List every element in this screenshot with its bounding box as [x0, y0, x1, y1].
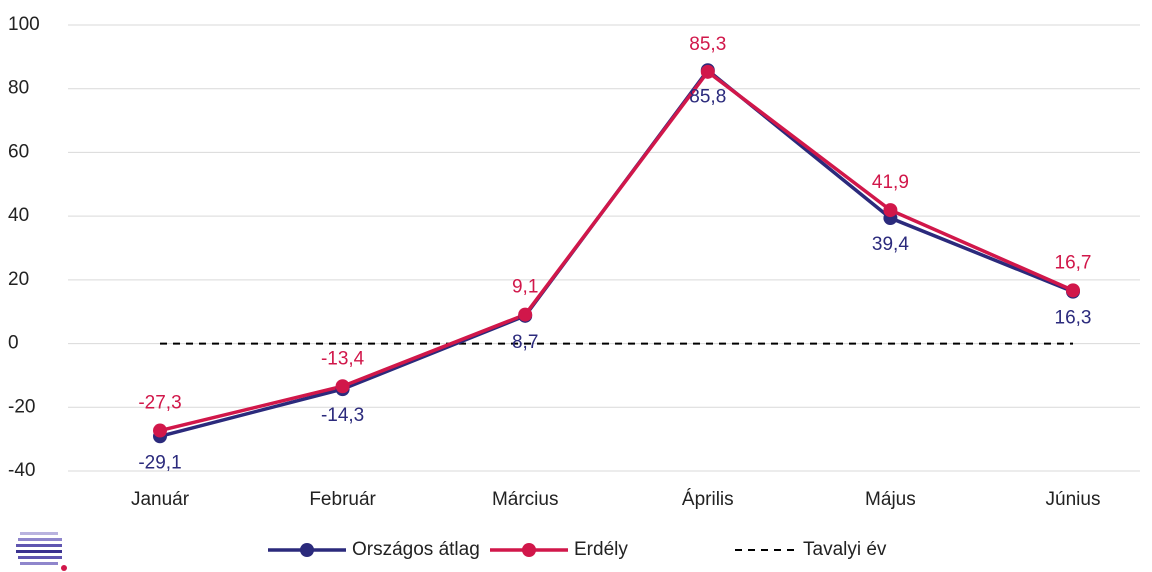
marker: [700, 64, 715, 79]
data-label: 85,8: [689, 86, 726, 107]
data-label: 16,7: [1055, 252, 1092, 273]
y-tick-label: -20: [8, 396, 35, 417]
x-tick-label: Március: [492, 489, 559, 510]
legend-label: Erdély: [574, 539, 628, 560]
marker: [1066, 283, 1080, 298]
data-label: 41,9: [872, 172, 909, 193]
x-tick-label: Április: [682, 489, 734, 510]
y-tick-label: 20: [8, 269, 29, 290]
legend-label: Tavalyi év: [803, 539, 887, 560]
x-tick-label: Január: [131, 489, 190, 510]
legend-marker: [522, 543, 536, 557]
marker: [518, 307, 533, 322]
data-label: 85,3: [689, 34, 726, 55]
x-tick-label: Május: [865, 489, 916, 510]
data-label: 16,3: [1055, 308, 1092, 329]
y-tick-label: 0: [8, 333, 19, 354]
y-tick-label: 40: [8, 205, 29, 226]
data-label: -13,4: [321, 348, 365, 369]
y-tick-label: 100: [8, 14, 40, 35]
data-label: 39,4: [872, 234, 909, 255]
x-tick-label: Június: [1046, 489, 1101, 510]
y-tick-label: -40: [8, 460, 35, 481]
marker: [335, 379, 350, 394]
series-line: [159, 67, 1074, 438]
marker: [153, 423, 167, 438]
logo: [16, 532, 67, 571]
y-tick-label: 60: [8, 141, 29, 162]
x-tick-label: Február: [309, 489, 376, 510]
data-label: 8,7: [512, 332, 538, 353]
data-label: -29,1: [138, 452, 181, 473]
data-label: -27,3: [138, 393, 181, 414]
series-line: [159, 69, 1074, 433]
y-tick-label: 80: [8, 78, 29, 99]
data-label: -14,3: [321, 405, 364, 426]
legend-label: Országos átlag: [352, 539, 480, 560]
data-label: 9,1: [512, 277, 538, 298]
marker: [883, 203, 898, 218]
legend-marker: [300, 543, 314, 557]
